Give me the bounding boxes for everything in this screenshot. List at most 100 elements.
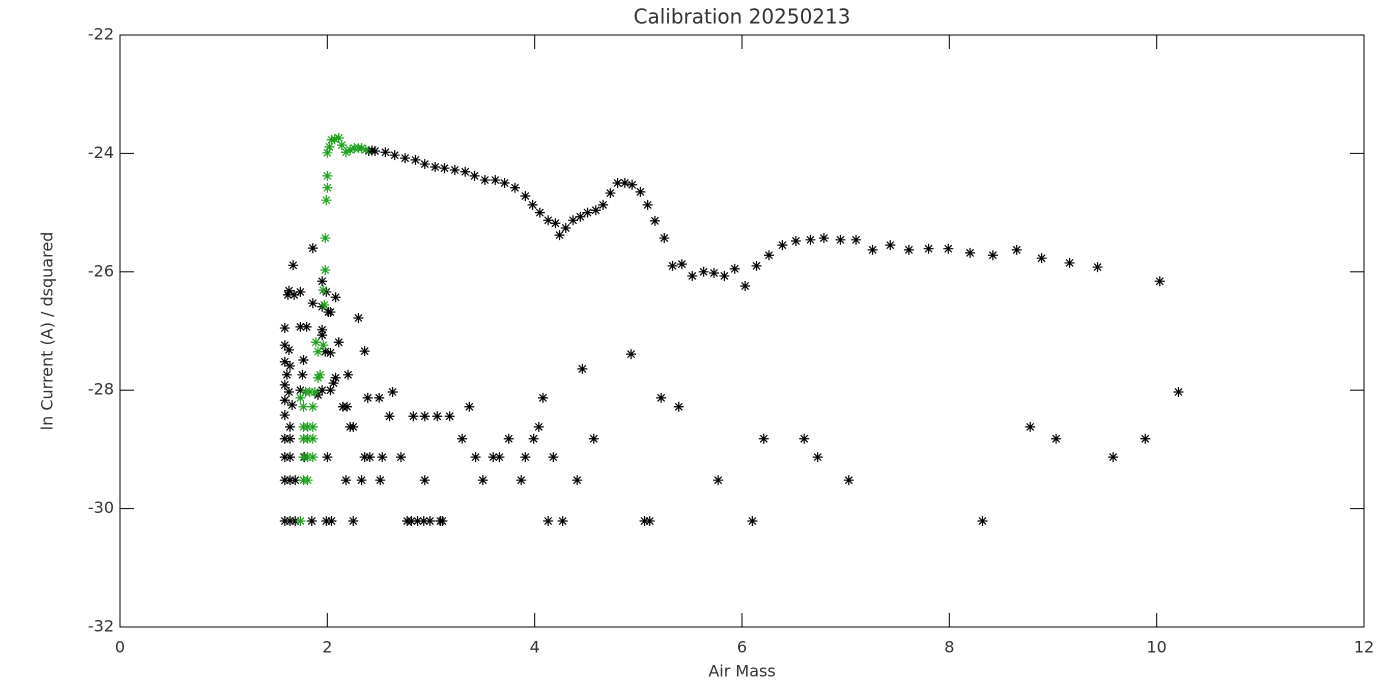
data-point — [439, 163, 450, 174]
data-point — [307, 298, 318, 309]
data-point — [885, 240, 896, 251]
data-point — [400, 153, 411, 164]
data-point — [285, 360, 296, 371]
data-point — [356, 475, 367, 486]
data-point — [295, 321, 306, 332]
data-point — [479, 175, 490, 186]
data-point — [298, 401, 309, 412]
x-tick-label: 12 — [1354, 638, 1374, 657]
data-point — [812, 452, 823, 463]
data-point — [287, 400, 298, 410]
data-point — [644, 516, 655, 527]
data-point — [285, 516, 296, 527]
data-point — [449, 164, 460, 175]
data-point — [279, 516, 290, 527]
data-point — [627, 179, 638, 190]
data-point — [626, 349, 637, 360]
data-point — [317, 324, 328, 335]
x-axis-label: Air Mass — [708, 662, 775, 681]
data-point — [395, 452, 406, 463]
data-point — [317, 330, 328, 341]
data-point — [835, 234, 846, 245]
data-point — [568, 215, 579, 226]
data-point — [635, 186, 646, 197]
data-point — [356, 143, 367, 154]
data-point — [325, 347, 336, 358]
data-point — [285, 452, 296, 463]
data-point — [322, 147, 333, 158]
x-tick-label: 8 — [944, 638, 954, 657]
data-point — [509, 182, 520, 193]
data-point — [649, 215, 660, 226]
data-point — [322, 452, 333, 463]
data-point — [943, 243, 954, 254]
x-tick-label: 0 — [115, 638, 125, 657]
data-point — [790, 236, 801, 247]
data-point — [304, 386, 315, 397]
data-point — [1011, 244, 1022, 255]
data-point — [548, 452, 559, 463]
data-point — [384, 411, 395, 422]
data-point — [279, 395, 290, 406]
data-point — [751, 260, 762, 271]
data-point — [318, 285, 329, 296]
data-point — [295, 392, 306, 403]
data-point — [1025, 421, 1036, 432]
data-point — [805, 234, 816, 245]
data-point — [326, 516, 337, 527]
data-point — [345, 144, 356, 155]
data-point — [333, 337, 344, 348]
x-tick-label: 4 — [530, 638, 540, 657]
data-point — [362, 392, 373, 403]
data-point — [412, 516, 423, 527]
data-point — [965, 247, 976, 258]
data-point — [477, 475, 488, 486]
data-point — [490, 175, 501, 186]
data-point — [560, 222, 571, 233]
data-point — [315, 369, 326, 380]
data-point — [298, 355, 309, 366]
data-point — [307, 452, 318, 463]
data-point — [1108, 452, 1119, 463]
data-point — [279, 410, 290, 421]
y-tick-label: -22 — [88, 25, 114, 44]
data-point — [282, 289, 293, 300]
data-point — [320, 265, 331, 276]
data-point — [283, 344, 294, 355]
data-point — [410, 154, 421, 165]
y-tick-label: -30 — [88, 498, 114, 517]
data-point — [1036, 253, 1047, 264]
data-point — [673, 401, 684, 412]
data-point — [333, 133, 344, 144]
data-point — [799, 433, 810, 444]
y-tick-label: -28 — [88, 380, 114, 399]
data-point — [516, 475, 527, 486]
data-point — [283, 386, 294, 397]
data-point — [302, 433, 313, 444]
data-point — [713, 475, 724, 486]
data-point — [499, 178, 510, 188]
data-point — [375, 475, 386, 486]
data-point — [279, 379, 290, 390]
data-point — [488, 452, 499, 463]
x-tick-label: 6 — [737, 638, 747, 657]
data-point — [306, 516, 317, 527]
data-point — [437, 516, 448, 527]
data-point — [424, 516, 435, 527]
data-point — [302, 475, 313, 486]
data-point — [550, 218, 561, 229]
data-point — [320, 346, 331, 357]
data-point — [321, 516, 332, 527]
data-point — [374, 392, 385, 403]
data-point — [464, 401, 475, 412]
data-point — [642, 199, 653, 210]
data-point — [977, 516, 988, 527]
data-point — [319, 299, 330, 310]
data-point — [419, 411, 430, 422]
data-point — [818, 233, 829, 244]
y-axis-label: ln Current (A) / dsquared — [38, 232, 57, 431]
data-point — [285, 475, 296, 486]
data-point — [430, 162, 441, 173]
data-point — [301, 321, 312, 332]
